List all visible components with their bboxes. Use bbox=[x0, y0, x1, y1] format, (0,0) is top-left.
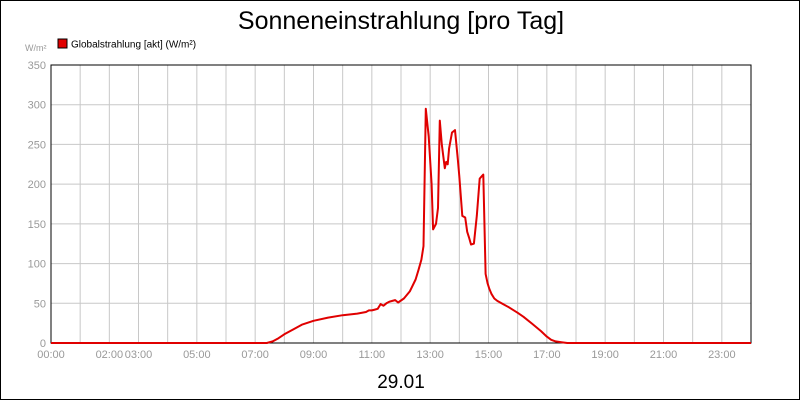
x-tick-label: 11:00 bbox=[358, 349, 385, 361]
series-line-globalstrahlung bbox=[51, 107, 751, 344]
y-tick-label: 50 bbox=[34, 298, 46, 310]
y-tick-label: 0 bbox=[40, 338, 46, 350]
x-tick-label: 13:00 bbox=[416, 349, 444, 361]
x-tick-label: 09:00 bbox=[300, 349, 328, 361]
y-axis-unit: W/m² bbox=[25, 43, 47, 53]
x-tick-label: 03:00 bbox=[125, 349, 153, 361]
y-tick-label: 250 bbox=[28, 139, 46, 151]
legend-label: Globalstrahlung [akt] (W/m²) bbox=[71, 40, 196, 51]
legend-swatch bbox=[57, 38, 68, 49]
y-axis-ticks: 0 50 100 150 200 250 300 350 bbox=[28, 60, 46, 350]
x-tick-label: 19:00 bbox=[591, 349, 619, 361]
chart-title: Sonneneinstrahlung [pro Tag] bbox=[238, 7, 564, 35]
x-tick-label: 00:00 bbox=[37, 349, 65, 361]
grid bbox=[51, 65, 751, 343]
legend: Globalstrahlung [akt] (W/m²) bbox=[57, 38, 196, 51]
y-tick-label: 350 bbox=[28, 60, 46, 72]
x-axis-ticks: 00:00 02:00 03:00 05:00 07:00 09:00 11:00 13:00… bbox=[37, 349, 735, 361]
date-label: 29.01 bbox=[377, 372, 425, 393]
x-tick-label: 02:00 bbox=[96, 349, 124, 361]
y-tick-label: 200 bbox=[28, 179, 46, 191]
y-tick-label: 300 bbox=[28, 100, 46, 112]
y-tick-label: 100 bbox=[28, 259, 46, 271]
x-tick-label: 05:00 bbox=[183, 349, 211, 361]
x-tick-label: 21:00 bbox=[650, 349, 678, 361]
x-tick-label: 07:00 bbox=[241, 349, 269, 361]
y-tick-label: 150 bbox=[28, 219, 46, 231]
x-tick-label: 15:00 bbox=[475, 349, 503, 361]
plot-area bbox=[50, 64, 752, 344]
x-tick-label: 17:00 bbox=[533, 349, 561, 361]
x-tick-label: 23:00 bbox=[708, 349, 736, 361]
